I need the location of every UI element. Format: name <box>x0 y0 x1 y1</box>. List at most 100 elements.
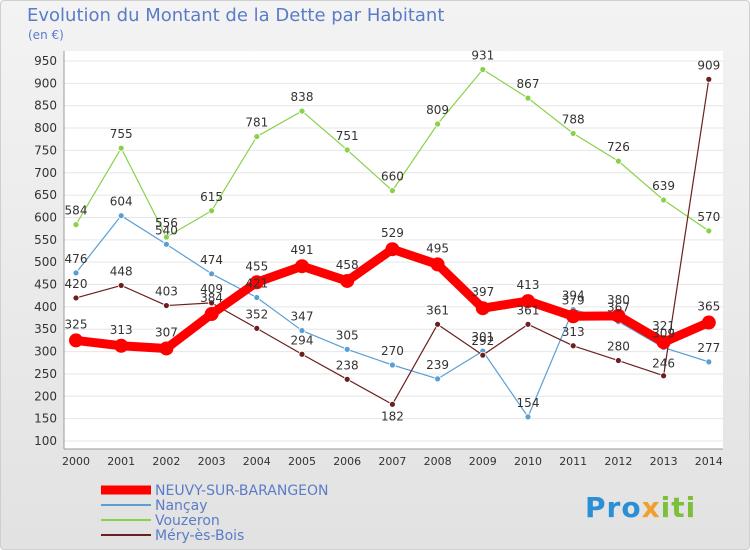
data-point <box>524 413 532 421</box>
y-tick-label: 500 <box>34 255 57 269</box>
data-label: 277 <box>697 341 720 355</box>
data-point <box>162 240 170 248</box>
data-label: 352 <box>245 307 268 321</box>
y-tick-label: 800 <box>34 121 57 135</box>
data-point <box>611 308 626 323</box>
data-label: 660 <box>381 170 404 184</box>
data-point <box>615 157 622 165</box>
data-point <box>705 227 713 235</box>
data-label: 307 <box>155 325 178 339</box>
axes: 100 150 200 250 300 350 400 450 500 550 600 650 700 7… <box>34 51 723 468</box>
x-tick-label: 2006 <box>333 455 361 468</box>
data-point <box>340 273 355 288</box>
data-label: 397 <box>471 285 494 299</box>
data-label: 280 <box>607 340 630 354</box>
data-point <box>208 299 216 307</box>
y-tick-label: 350 <box>34 322 57 336</box>
y-tick-label: 250 <box>34 367 57 381</box>
data-label: 238 <box>336 358 359 372</box>
data-label: 751 <box>336 129 359 143</box>
data-label: 867 <box>517 77 540 91</box>
data-point <box>434 120 442 128</box>
x-tick-label: 2013 <box>650 455 678 468</box>
data-label: 294 <box>291 333 314 347</box>
data-point <box>479 351 487 359</box>
data-label: 413 <box>517 278 540 292</box>
data-label: 361 <box>517 303 540 317</box>
data-point <box>298 107 306 115</box>
data-label: 325 <box>65 317 88 331</box>
data-point <box>117 144 125 152</box>
data-point <box>253 294 261 301</box>
x-tick-label: 2012 <box>604 455 632 468</box>
data-point <box>660 196 667 204</box>
data-point <box>72 221 80 229</box>
data-label: 540 <box>155 223 178 237</box>
data-label: 529 <box>381 226 404 240</box>
y-tick-label: 300 <box>34 345 57 359</box>
data-point <box>521 294 535 309</box>
x-tick-label: 2008 <box>424 455 452 468</box>
y-tick-label: 850 <box>34 99 57 113</box>
data-point <box>566 309 581 324</box>
data-point <box>159 341 174 356</box>
x-tick-label: 2007 <box>378 455 406 468</box>
data-label: 182 <box>381 409 404 423</box>
y-tick-label: 400 <box>34 300 57 314</box>
y-tick-label: 550 <box>34 233 57 247</box>
data-label: 788 <box>562 112 585 126</box>
data-label: 448 <box>110 264 133 278</box>
data-label: 409 <box>200 282 223 296</box>
data-point <box>295 259 309 274</box>
data-label: 755 <box>110 127 133 141</box>
data-label: 313 <box>562 325 585 339</box>
y-tick-label: 950 <box>34 54 57 68</box>
x-tick-label: 2014 <box>695 455 723 468</box>
data-point <box>385 242 400 257</box>
data-point <box>434 375 442 383</box>
data-label: 476 <box>65 252 88 266</box>
data-point <box>660 372 667 380</box>
data-label: 154 <box>517 396 540 410</box>
data-label: 615 <box>200 190 223 204</box>
data-label: 313 <box>110 323 133 337</box>
data-point <box>249 275 264 290</box>
y-tick-label: 700 <box>34 166 57 180</box>
data-point <box>343 345 351 353</box>
series-layer <box>69 66 716 421</box>
data-point <box>388 400 396 408</box>
unit-label: (en €) <box>28 28 64 42</box>
data-point <box>298 350 306 358</box>
data-point <box>569 342 577 350</box>
x-tick-label: 2002 <box>152 455 180 468</box>
data-point <box>204 307 219 322</box>
data-point <box>117 282 125 289</box>
data-point <box>434 320 442 328</box>
y-tick-label: 200 <box>34 389 57 403</box>
data-label: 403 <box>155 285 178 299</box>
data-label: 239 <box>426 358 449 372</box>
data-label: 379 <box>562 293 585 307</box>
legend-label: Vouzeron <box>155 513 220 529</box>
data-label: 458 <box>336 258 359 272</box>
y-tick-label: 600 <box>34 210 57 224</box>
data-point <box>117 212 125 220</box>
data-label: 838 <box>291 90 314 104</box>
x-tick-label: 2009 <box>469 455 497 468</box>
chart-title: Evolution du Montant de la Dette par Hab… <box>27 5 445 26</box>
data-label: 931 <box>471 48 494 62</box>
data-label: 246 <box>652 357 675 371</box>
data-point <box>208 207 216 215</box>
data-label: 495 <box>426 241 449 255</box>
data-label: 384 <box>200 291 223 305</box>
data-point <box>705 75 713 83</box>
data-label: 570 <box>697 210 720 224</box>
data-label: 604 <box>110 195 133 209</box>
x-tick-label: 2010 <box>514 455 542 468</box>
data-point <box>343 146 351 154</box>
data-point <box>656 335 671 350</box>
y-tick-label: 650 <box>34 188 57 202</box>
data-point <box>72 269 80 277</box>
